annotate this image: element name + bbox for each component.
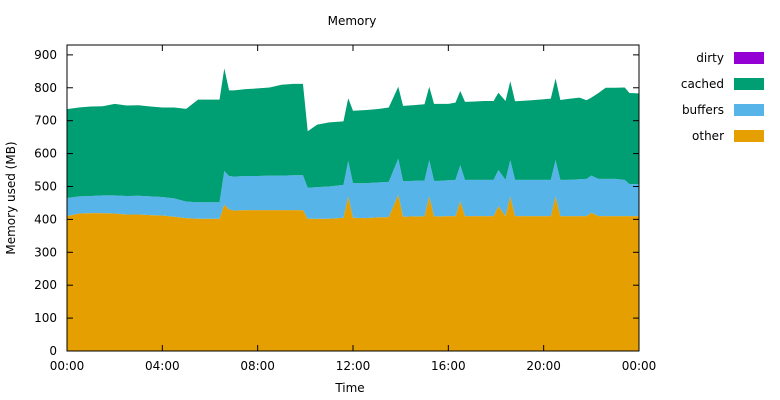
x-axis: 00:00 04:00 08:00 12:00 16:00 20:00 00:00 <box>50 45 657 373</box>
y-tick-label: 0 <box>49 344 57 358</box>
x-tick-label: 16:00 <box>431 359 466 373</box>
y-tick-label: 600 <box>34 147 57 161</box>
legend-item-other: other <box>692 129 764 143</box>
legend-swatch <box>734 130 764 142</box>
y-tick-label: 900 <box>34 48 57 62</box>
y-tick-label: 200 <box>34 278 57 292</box>
x-tick-label: 00:00 <box>50 359 85 373</box>
y-tick: 400 <box>34 212 639 226</box>
legend-item-cached: cached <box>681 77 764 91</box>
legend-label: dirty <box>696 51 724 65</box>
plot-area <box>67 68 639 351</box>
x-tick: 16:00 <box>431 45 466 373</box>
y-tick-label: 300 <box>34 245 57 259</box>
y-tick-label: 500 <box>34 179 57 193</box>
legend-label: buffers <box>682 103 724 117</box>
x-tick-label: 00:00 <box>622 359 657 373</box>
y-tick: 300 <box>34 245 639 259</box>
area-buffers <box>67 158 639 219</box>
legend-swatch <box>734 52 764 64</box>
x-tick-label: 08:00 <box>240 359 275 373</box>
area-cached <box>67 68 639 203</box>
y-axis: 0 100 200 300 400 500 600 700 800 900 <box>34 48 639 358</box>
y-tick: 600 <box>34 147 639 161</box>
y-tick-label: 100 <box>34 311 57 325</box>
legend-item-buffers: buffers <box>682 103 764 117</box>
y-tick-label: 400 <box>34 212 57 226</box>
legend-label: cached <box>681 77 724 91</box>
y-tick: 500 <box>34 179 639 193</box>
x-tick: 20:00 <box>526 45 561 373</box>
y-tick: 800 <box>34 81 639 95</box>
y-tick: 200 <box>34 278 639 292</box>
y-tick: 100 <box>34 311 639 325</box>
plot-border <box>66 44 640 352</box>
x-axis-label: Time <box>334 381 364 395</box>
y-tick-label: 800 <box>34 81 57 95</box>
y-tick: 900 <box>34 48 639 62</box>
legend-label: other <box>692 129 724 143</box>
legend-swatch <box>734 78 764 90</box>
x-tick-label: 12:00 <box>336 359 371 373</box>
y-tick: 700 <box>34 114 639 128</box>
x-tick: 04:00 <box>145 45 180 373</box>
legend-item-dirty: dirty <box>696 51 764 65</box>
y-axis-label: Memory used (MB) <box>4 141 18 254</box>
legend: dirty cached buffers other <box>681 51 764 143</box>
legend-swatch <box>734 104 764 116</box>
area-other <box>67 194 639 351</box>
x-tick: 08:00 <box>240 45 275 373</box>
y-tick-label: 700 <box>34 114 57 128</box>
x-tick-label: 04:00 <box>145 359 180 373</box>
x-tick: 12:00 <box>336 45 371 373</box>
chart-title: Memory <box>328 14 377 28</box>
x-tick-label: 20:00 <box>526 359 561 373</box>
